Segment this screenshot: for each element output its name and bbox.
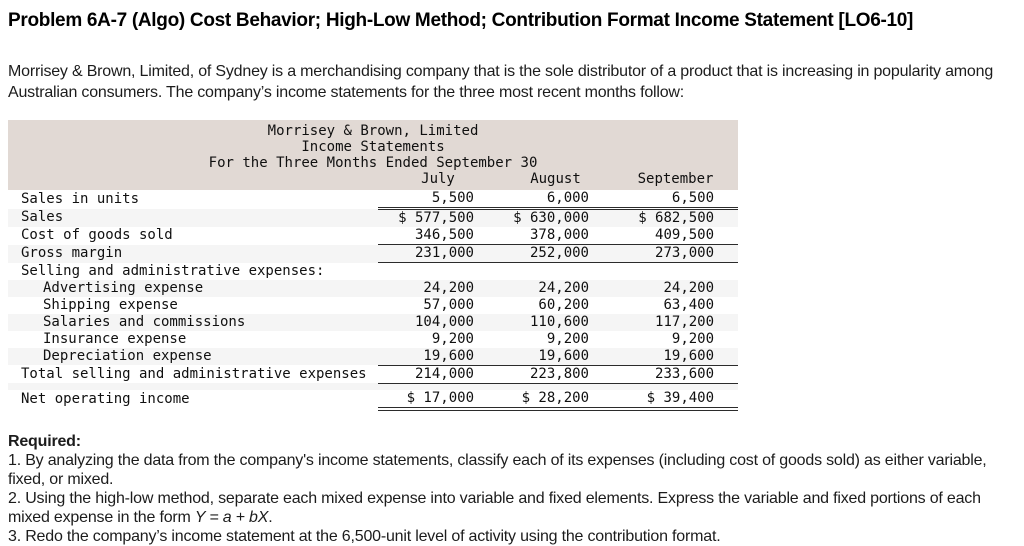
table-row: Selling and administrative expenses: <box>8 263 738 280</box>
row-value: 24,200 <box>423 279 474 296</box>
required-heading: Required: <box>8 433 81 450</box>
row-value: 24,200 <box>538 279 589 296</box>
row-label: Sales in units <box>21 190 140 207</box>
row-value: 223,800 <box>498 365 613 384</box>
row-label: Salaries and commissions <box>43 313 246 330</box>
row-value <box>613 263 738 280</box>
row-value: 19,600 <box>378 347 498 366</box>
row-value: 104,000 <box>414 313 474 330</box>
table-row: Total selling and administrative expense… <box>8 365 739 384</box>
row-label: Insurance expense <box>43 330 187 347</box>
row-value: $ 577,500 <box>398 210 474 226</box>
required-item: 3. Redo the company’s income statement a… <box>8 527 1018 546</box>
row-label: Net operating income <box>21 391 190 407</box>
statement-period: For the Three Months Ended September 30 <box>208 155 538 171</box>
row-value: 60,200 <box>538 296 589 313</box>
row-value: $ 28,200 <box>498 390 613 411</box>
row-label: Advertising expense <box>43 279 204 296</box>
statement-header-row: Morrisey & Brown, Limited Income Stateme… <box>8 120 739 171</box>
row-value: 252,000 <box>498 244 613 263</box>
required-text: . <box>268 509 273 526</box>
table-row: Sales in units 5,500 6,000 6,500 <box>8 190 739 210</box>
required-item: 1. By analyzing the data from the compan… <box>8 451 1018 489</box>
intro-paragraph: Morrisey & Brown, Limited, of Sydney is … <box>8 63 994 101</box>
row-value: 63,400 <box>663 296 715 313</box>
row-value: 5,500 <box>378 190 498 210</box>
table-row: Insurance expense 9,200 9,200 9,200 <box>8 331 738 348</box>
company-name: Morrisey & Brown, Limited <box>267 123 479 139</box>
row-value: 231,000 <box>378 244 498 263</box>
row-label: Shipping expense <box>43 296 178 313</box>
row-value: 233,600 <box>613 365 739 384</box>
page-title: Problem 6A-7 (Algo) Cost Behavior; High-… <box>8 10 914 31</box>
column-header-september: September <box>613 171 739 190</box>
table-row: Cost of goods sold 346,500 378,000 409,500 <box>8 227 739 245</box>
table-row: Salaries and commissions 104,000 110,600 11… <box>8 313 739 331</box>
table-row: Depreciation expense 19,600 19,600 19,600 <box>8 347 739 366</box>
label-column-header <box>8 171 378 190</box>
column-header-july: July <box>378 171 498 190</box>
row-value: $ 17,000 <box>378 390 498 411</box>
row-value <box>498 263 613 280</box>
row-value: 378,000 <box>498 227 613 245</box>
row-value: 24,200 <box>663 279 715 296</box>
row-value: 57,000 <box>423 296 474 313</box>
table-row: Shipping expense 57,000 60,200 63,400 <box>8 297 738 314</box>
row-label: Cost of goods sold <box>21 227 173 244</box>
row-value: $ 682,500 <box>638 210 715 226</box>
required-list: 1. By analyzing the data from the compan… <box>8 451 1018 546</box>
table-row: Sales $ 577,500 $ 630,000 $ 682,500 <box>8 208 739 227</box>
row-value: $ 39,400 <box>613 390 739 411</box>
row-label: Sales <box>21 209 64 226</box>
row-value: 19,600 <box>613 347 739 366</box>
row-value: 409,500 <box>613 227 739 245</box>
row-value: 9,200 <box>671 330 715 347</box>
required-text: 2. Using the high-low method, separate e… <box>8 490 981 526</box>
formula: Y = a + bX <box>194 509 269 526</box>
table-row: Advertising expense 24,200 24,200 24,200 <box>8 279 739 297</box>
row-value <box>378 263 498 280</box>
row-label: Gross margin <box>21 245 123 261</box>
required-section: Required: 1. By analyzing the data from … <box>8 432 1018 546</box>
row-value: 214,000 <box>378 365 498 384</box>
row-value: 19,600 <box>498 347 613 366</box>
row-value: 6,000 <box>498 190 613 210</box>
row-value: $ 630,000 <box>513 210 589 226</box>
statement-header: Morrisey & Brown, Limited Income Stateme… <box>8 120 739 171</box>
spacer-cell <box>8 383 738 390</box>
row-value: 346,500 <box>378 227 498 245</box>
income-statements-table: Morrisey & Brown, Limited Income Stateme… <box>8 120 739 411</box>
row-value: 9,200 <box>431 330 474 347</box>
row-value: 273,000 <box>613 244 739 263</box>
row-value: 6,500 <box>613 190 739 210</box>
row-label: Total selling and administrative expense… <box>21 365 367 382</box>
row-value: 117,200 <box>655 313 715 330</box>
column-header-row: July August September <box>8 171 739 190</box>
table-row: Gross margin 231,000 252,000 273,000 <box>8 244 739 263</box>
required-item: 2. Using the high-low method, separate e… <box>8 489 1018 527</box>
statement-title: Income Statements <box>301 139 445 155</box>
required-text: 1. By analyzing the data from the compan… <box>8 452 987 488</box>
spacer-row <box>8 383 739 390</box>
row-label: Depreciation expense <box>43 347 212 364</box>
required-text: 3. Redo the company’s income statement a… <box>8 528 721 545</box>
table-row: Net operating income $ 17,000 $ 28,200 $ 39… <box>8 390 739 411</box>
row-value: 110,600 <box>529 313 589 330</box>
row-value: 9,200 <box>546 330 589 347</box>
row-label: Selling and administrative expenses: <box>21 262 325 279</box>
column-header-august: August <box>498 171 613 190</box>
